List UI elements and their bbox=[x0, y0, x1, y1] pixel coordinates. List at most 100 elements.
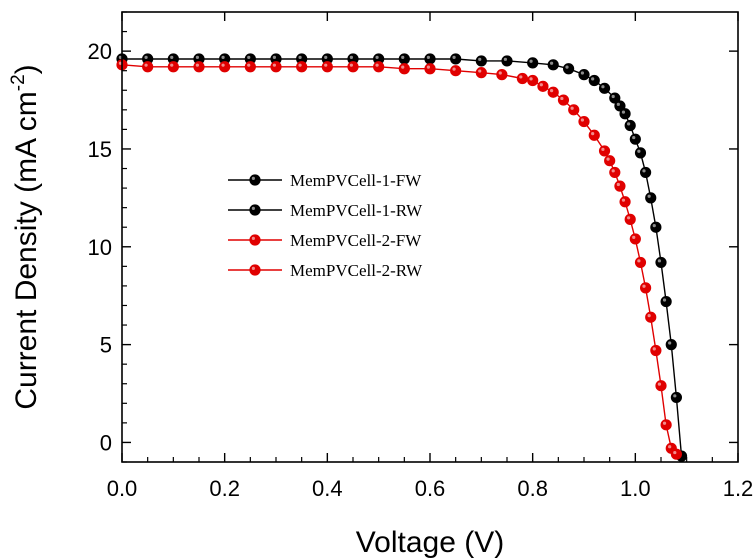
data-point bbox=[614, 180, 626, 192]
legend-marker bbox=[249, 234, 261, 246]
y-axis-title-close: ) bbox=[10, 64, 43, 74]
data-point-highlight bbox=[627, 122, 631, 126]
legend-marker-highlight bbox=[251, 176, 255, 180]
y-tick-label: 10 bbox=[88, 235, 112, 260]
data-point bbox=[424, 63, 436, 75]
data-point-highlight bbox=[632, 135, 636, 140]
data-point-highlight bbox=[673, 450, 677, 455]
y-tick-label: 15 bbox=[88, 137, 112, 162]
data-point-highlight bbox=[401, 55, 405, 59]
data-point-highlight bbox=[647, 194, 651, 198]
data-point-highlight bbox=[539, 83, 543, 87]
data-point-highlight bbox=[298, 63, 302, 67]
x-tick-label: 0.8 bbox=[517, 476, 548, 501]
data-point-highlight bbox=[478, 69, 482, 73]
data-point-highlight bbox=[621, 198, 626, 202]
data-point bbox=[398, 63, 410, 75]
data-point-highlight bbox=[642, 169, 646, 173]
data-point-highlight bbox=[632, 235, 636, 239]
data-point-highlight bbox=[170, 55, 174, 59]
data-point-highlight bbox=[601, 85, 605, 89]
legend-label: MemPVCell-1-RW bbox=[290, 201, 423, 220]
data-point bbox=[578, 115, 590, 128]
data-point bbox=[547, 86, 559, 98]
data-point-highlight bbox=[652, 224, 656, 228]
data-point bbox=[578, 69, 590, 81]
legend-marker bbox=[249, 174, 261, 186]
data-point-highlight bbox=[144, 63, 148, 67]
data-point bbox=[516, 72, 529, 85]
data-point bbox=[670, 448, 683, 460]
data-point bbox=[619, 196, 631, 208]
data-point bbox=[398, 53, 410, 65]
data-point bbox=[624, 119, 636, 132]
data-point bbox=[588, 74, 600, 87]
data-point bbox=[527, 74, 539, 87]
data-point-highlight bbox=[673, 394, 677, 398]
data-point bbox=[321, 61, 333, 73]
data-point-highlight bbox=[570, 106, 574, 110]
data-point bbox=[588, 129, 600, 141]
y-tick-label: 20 bbox=[88, 39, 112, 64]
y-axis: 0 5 10 15 20 bbox=[88, 11, 738, 463]
data-point bbox=[450, 65, 462, 77]
data-point-highlight bbox=[375, 55, 379, 59]
data-point-highlight bbox=[272, 55, 276, 59]
data-point bbox=[598, 145, 611, 157]
data-point bbox=[655, 380, 667, 392]
data-point bbox=[527, 57, 539, 69]
data-point-highlight bbox=[662, 421, 667, 425]
x-axis: 0.0 0.2 0.4 0.6 0.8 1.0 1.2 bbox=[107, 12, 754, 501]
data-point-highlight bbox=[652, 347, 656, 351]
x-axis-title: Voltage (V) bbox=[356, 526, 504, 559]
legend-label: MemPVCell-2-FW bbox=[290, 231, 422, 250]
data-point-highlight bbox=[668, 341, 672, 345]
data-point bbox=[568, 104, 580, 116]
legend-marker-highlight bbox=[251, 236, 255, 240]
series-lines bbox=[121, 58, 683, 457]
data-point-highlight bbox=[426, 55, 430, 59]
data-point-highlight bbox=[621, 110, 626, 114]
data-point-highlight bbox=[503, 57, 507, 61]
data-point-highlight bbox=[375, 63, 379, 67]
data-point bbox=[450, 53, 462, 65]
series-line bbox=[121, 64, 677, 455]
data-point-highlight bbox=[349, 63, 353, 67]
data-point-highlight bbox=[637, 259, 641, 263]
data-point bbox=[650, 344, 662, 357]
data-point bbox=[624, 213, 636, 225]
legend-label: MemPVCell-2-RW bbox=[290, 261, 423, 280]
data-point-highlight bbox=[606, 157, 610, 161]
data-point bbox=[142, 61, 154, 73]
data-point bbox=[639, 166, 652, 179]
data-point bbox=[660, 419, 672, 431]
data-point bbox=[629, 233, 641, 245]
data-point bbox=[496, 69, 508, 81]
legend-marker bbox=[249, 204, 261, 216]
x-tick-label: 0.6 bbox=[415, 476, 446, 501]
data-point bbox=[619, 108, 631, 120]
data-point bbox=[167, 61, 179, 73]
data-point-highlight bbox=[221, 63, 225, 67]
data-point bbox=[270, 61, 282, 73]
data-point bbox=[347, 61, 359, 73]
data-point bbox=[547, 59, 559, 71]
data-point-highlight bbox=[478, 57, 482, 61]
y-axis-title: Current Density (mA cm-2) bbox=[8, 64, 43, 409]
data-point bbox=[193, 61, 205, 73]
x-tick-label: 0.0 bbox=[107, 476, 138, 501]
data-point-highlight bbox=[529, 77, 533, 81]
data-point-highlight bbox=[611, 169, 615, 173]
data-point-highlight bbox=[324, 63, 328, 67]
legend-marker-highlight bbox=[251, 266, 255, 270]
data-point-highlight bbox=[662, 298, 667, 302]
legend-marker bbox=[249, 264, 261, 276]
data-point bbox=[537, 80, 549, 92]
data-point-highlight bbox=[247, 63, 251, 67]
x-tick-label: 1.2 bbox=[723, 476, 754, 501]
legend-marker-highlight bbox=[251, 206, 255, 210]
data-point bbox=[639, 282, 652, 294]
data-point bbox=[660, 295, 672, 308]
data-point-highlight bbox=[349, 55, 353, 59]
